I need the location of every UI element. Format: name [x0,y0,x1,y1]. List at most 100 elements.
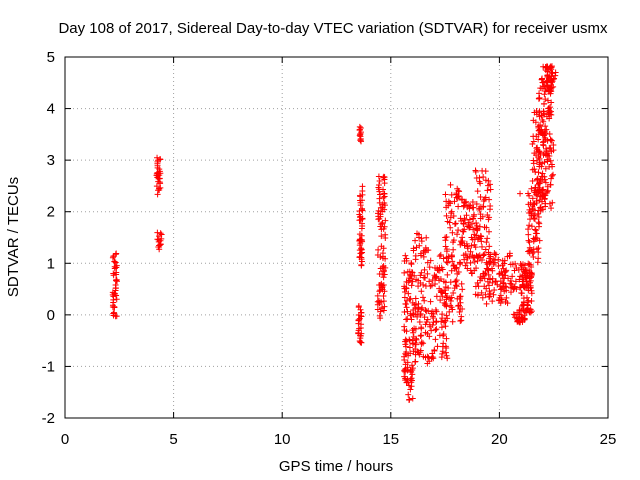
data-point [542,87,549,94]
data-point [479,243,486,250]
data-point [550,171,557,178]
data-point [357,236,364,243]
data-point [539,173,546,180]
data-point [407,295,414,302]
data-point [413,276,420,283]
data-point [478,289,485,296]
data-point [440,331,447,338]
data-point [111,304,118,311]
data-point [449,318,456,325]
data-point [489,298,496,305]
data-point [417,312,424,319]
data-point [437,276,444,283]
data-points [109,63,559,403]
data-point [436,253,443,260]
data-point [503,267,510,274]
data-point [532,169,539,176]
data-point [542,64,549,71]
data-point [467,203,474,210]
data-point [467,248,474,255]
data-point [525,260,532,267]
data-point [379,255,386,262]
data-point [412,351,419,358]
data-point [113,296,120,303]
data-point [483,239,490,246]
data-point [416,242,423,249]
data-point [543,145,550,152]
data-point [548,108,555,115]
data-point [471,231,478,238]
data-point [109,254,116,261]
x-tick-label: 20 [491,431,508,448]
data-point [529,177,536,184]
data-point [539,186,546,193]
data-point [407,386,414,393]
data-point [443,204,450,211]
x-axis-label: GPS time / hours [279,458,393,475]
data-point [453,191,460,198]
data-point [504,300,511,307]
data-point [499,272,506,279]
data-point [374,292,381,299]
data-point [480,174,487,181]
data-point [499,284,506,291]
data-point [473,225,480,232]
data-point [502,268,509,275]
data-point [403,349,410,356]
data-point [508,284,515,291]
data-point [532,227,539,234]
data-point [381,176,388,183]
data-point [548,161,555,168]
data-point [491,287,498,294]
data-point [407,376,414,383]
data-point [544,78,551,85]
data-point [542,179,549,186]
data-point [154,154,161,161]
data-point [154,229,161,236]
data-point [546,115,553,122]
data-point [414,313,421,320]
data-point [429,276,436,283]
data-point [536,90,543,97]
data-point [546,153,553,160]
data-point [479,294,486,301]
data-point [379,220,386,227]
data-point [426,264,433,271]
data-point [504,253,511,260]
data-point [443,212,450,219]
data-point [356,126,363,133]
data-point [455,227,462,234]
data-point [485,216,492,223]
data-point [359,207,366,214]
data-point [458,280,465,287]
data-point [458,197,465,204]
data-point [455,203,462,210]
data-point [412,358,419,365]
data-point [401,309,408,316]
data-point [550,142,557,149]
data-point [548,172,555,179]
chart-title: Day 108 of 2017, Sidereal Day-to-day VTE… [58,20,608,37]
data-point [359,183,366,190]
data-point [418,340,425,347]
data-point [406,275,413,282]
data-point [406,344,413,351]
data-point [462,251,469,258]
data-point [455,302,462,309]
data-point [113,292,120,299]
data-point [523,278,530,285]
data-point [443,233,450,240]
data-point [535,245,542,252]
data-point [540,141,547,148]
data-point [377,287,384,294]
data-point [536,113,543,120]
data-point [492,251,499,258]
data-point [485,266,492,273]
data-point [407,368,414,375]
y-tick-label: -2 [42,410,55,427]
data-point [442,237,449,244]
data-point [449,258,456,265]
data-point [380,268,387,275]
data-point [533,145,540,152]
data-point [427,298,434,305]
